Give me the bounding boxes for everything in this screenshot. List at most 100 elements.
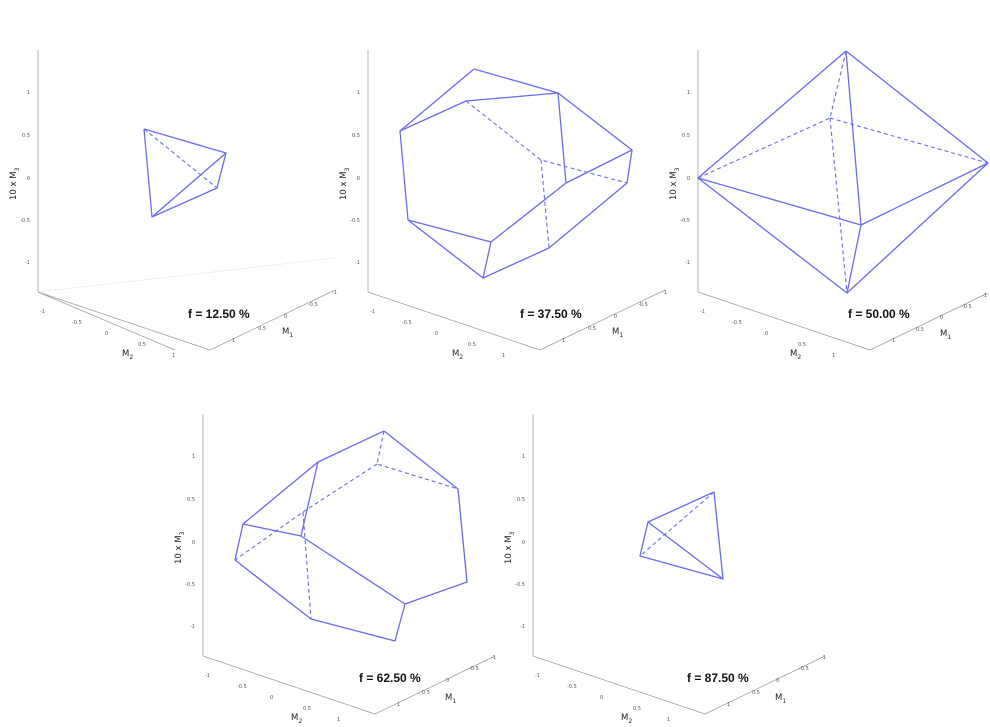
polyhedron-edges <box>697 50 989 294</box>
m2-axis-label: M2 <box>452 349 463 361</box>
tick-label: 1 <box>892 338 895 344</box>
tick-label: 0 <box>765 331 768 337</box>
tick-label: -0.5 <box>237 684 247 690</box>
m1-ticks: 1 0.5 0 -0.5 -1 <box>727 655 826 708</box>
tick-label: 0.5 <box>468 342 476 348</box>
m1-axis <box>209 289 336 351</box>
m2-ticks: -1 -0.5 0 0.5 1 <box>700 309 835 359</box>
tick-label: 1 <box>687 90 690 96</box>
m2-ticks: -1 -0.5 0 0.5 1 <box>205 673 340 723</box>
plot-panel-3: 1 0.5 0 -0.5 -1 -1 -0.5 0 0.5 1 1 0.5 0 … <box>660 0 990 363</box>
m2-axis-label: M2 <box>621 713 632 725</box>
tick-label: 1 <box>172 353 175 359</box>
tick-label: -1 <box>520 624 525 630</box>
tick-label: -1 <box>190 624 195 630</box>
m1-ticks: 1 0.5 0 -0.5 -1 <box>892 293 987 344</box>
m2-axis <box>367 291 541 351</box>
m1-ticks: 1 0.5 0 -0.5 -1 <box>232 290 337 344</box>
tick-label: -1 <box>332 290 337 296</box>
tick-label: -0.5 <box>638 302 648 308</box>
m1-axis-label: M1 <box>445 693 456 705</box>
m2-ticks: -1 -0.5 0 0.5 1 <box>535 673 670 723</box>
plot-panel-2: 1 0.5 0 -0.5 -1 -1 -0.5 0 0.5 1 1 0.5 0 … <box>330 0 667 363</box>
tick-label: 0 <box>357 176 360 182</box>
tick-label: 1 <box>232 338 235 344</box>
tick-label: -1 <box>982 293 987 299</box>
tick-label: -1 <box>355 260 360 266</box>
tick-label: -1 <box>535 673 540 679</box>
tick-label: -0.5 <box>308 302 318 308</box>
plot-3d-axes: 1 0.5 0 -0.5 -1 -1 -0.5 0 0.5 1 1 0.5 0 … <box>669 50 989 361</box>
tick-label: -0.5 <box>20 218 30 224</box>
m2-axis <box>697 291 871 351</box>
m2-ticks: -1 -0.5 0 0.5 1 <box>370 309 505 359</box>
tick-label: 1 <box>192 454 195 460</box>
m2-ticks: -1 -0.5 0 0.5 1 <box>40 309 175 359</box>
tick-label: 0.5 <box>798 342 806 348</box>
fraction-label: f = 62.50 % <box>359 671 421 685</box>
tick-label: 1 <box>357 90 360 96</box>
z-axis-label: 10 x M3 <box>339 167 351 200</box>
m1-axis-label: M1 <box>282 327 293 339</box>
tick-label: 0.5 <box>633 706 641 712</box>
tick-label: 1 <box>397 702 400 708</box>
fraction-label: f = 50.00 % <box>848 307 910 321</box>
tick-label: -0.5 <box>567 684 577 690</box>
polyhedron-edges <box>639 491 724 580</box>
tick-label: -1 <box>25 260 30 266</box>
tick-label: 0.5 <box>187 497 195 503</box>
tick-label: 0.5 <box>138 342 146 348</box>
m2-axis-label: M2 <box>122 349 133 361</box>
tick-label: -1 <box>205 673 210 679</box>
tick-label: -0.5 <box>402 320 412 326</box>
tick-label: -0.5 <box>515 582 525 588</box>
tick-label: -0.5 <box>680 218 690 224</box>
tick-label: -1 <box>40 309 45 315</box>
z-ticks: 1 0.5 0 -0.5 -1 <box>185 454 195 630</box>
tick-label: -1 <box>685 260 690 266</box>
tick-label: -1 <box>662 290 667 296</box>
polyhedron-edges <box>399 68 633 279</box>
tick-label: 1 <box>337 717 340 723</box>
tick-label: 0 <box>600 695 603 701</box>
m2-axis <box>532 655 706 715</box>
tick-label: 0.5 <box>682 133 690 139</box>
tick-label: 0.5 <box>517 497 525 503</box>
tick-label: 0 <box>435 331 438 337</box>
tick-label: -0.5 <box>469 666 479 672</box>
tick-label: 0 <box>776 678 779 684</box>
polyhedron-edges <box>143 128 227 218</box>
tick-label: 0 <box>614 314 617 320</box>
tick-label: 0.5 <box>752 690 760 696</box>
tick-label: -1 <box>700 309 705 315</box>
tick-label: 0 <box>940 315 943 321</box>
tick-label: 0.5 <box>22 133 30 139</box>
tick-label: -0.5 <box>72 320 82 326</box>
m1-axis-label: M1 <box>940 329 951 341</box>
plot-3d-axes: 1 0.5 0 -0.5 -1 -1 -0.5 0 0.5 1 1 0.5 0 … <box>174 414 496 725</box>
m1-axis <box>539 289 666 351</box>
m1-axis <box>869 292 989 351</box>
plot-panel-1: 1 0.5 0 -0.5 -1 -1 -0.5 0 0.5 1 1 0.5 0 … <box>0 0 337 363</box>
tick-label: 1 <box>522 454 525 460</box>
z-ticks: 1 0.5 0 -0.5 -1 <box>515 454 525 630</box>
fraction-label: f = 12.50 % <box>188 307 250 321</box>
tick-label: 0 <box>522 540 525 546</box>
z-axis-label: 10 x M3 <box>9 167 21 200</box>
tick-label: 1 <box>27 90 30 96</box>
tick-label: 0 <box>192 540 195 546</box>
m1-ticks: 1 0.5 0 -0.5 -1 <box>397 655 496 708</box>
polyhedron-edges <box>234 430 468 642</box>
z-axis-label: 10 x M3 <box>669 167 681 200</box>
tick-label: -1 <box>821 655 826 661</box>
tick-label: -1 <box>491 655 496 661</box>
tick-label: 0 <box>284 314 287 320</box>
tick-label: -0.5 <box>350 218 360 224</box>
m1-ticks: 1 0.5 0 -0.5 -1 <box>562 290 667 344</box>
m2-axis <box>202 655 376 715</box>
m1-axis <box>374 655 496 715</box>
tick-label: 1 <box>727 702 730 708</box>
tick-label: 0 <box>446 678 449 684</box>
plot-panel-4: 1 0.5 0 -0.5 -1 -1 -0.5 0 0.5 1 1 0.5 0 … <box>165 364 496 727</box>
tick-label: 0.5 <box>352 133 360 139</box>
